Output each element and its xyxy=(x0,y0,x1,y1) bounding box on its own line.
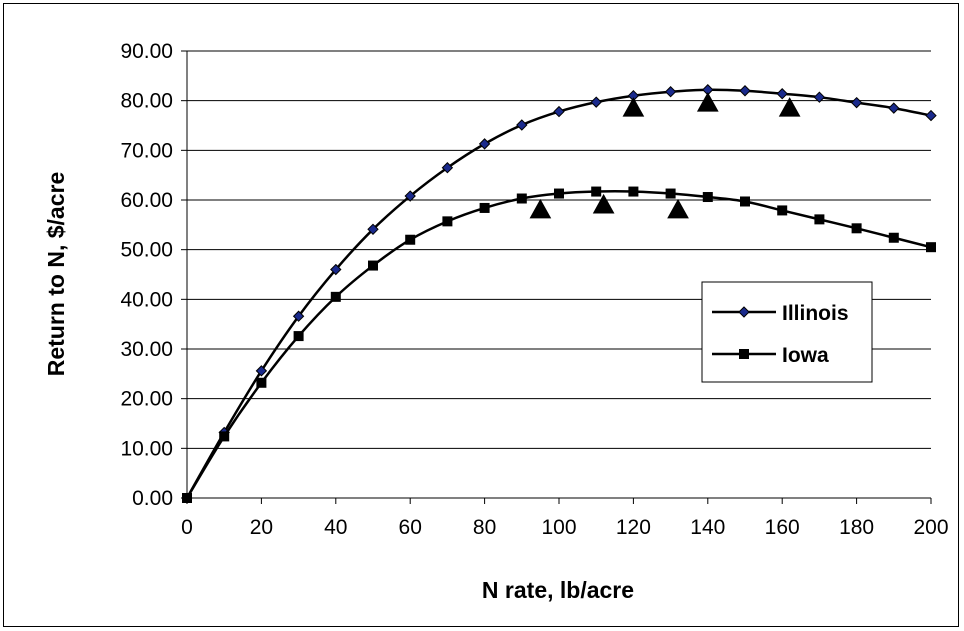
square-point xyxy=(182,493,192,503)
triangle-point xyxy=(667,198,689,219)
triangle-point xyxy=(696,92,719,112)
diamond-point xyxy=(367,223,379,236)
y-tick-label: 50.00 xyxy=(120,239,173,262)
square-point xyxy=(516,193,527,204)
diamond-point xyxy=(516,119,528,131)
series-iowa xyxy=(182,186,936,503)
y-tick-label: 80.00 xyxy=(120,90,173,113)
y-tick-label: 20.00 xyxy=(120,388,173,411)
x-tick-label: 60 xyxy=(399,516,422,539)
square-point xyxy=(256,377,267,388)
triangle-point xyxy=(622,97,645,117)
legend: Illinois Iowa xyxy=(701,281,873,383)
diamond-point xyxy=(330,263,342,276)
square-point xyxy=(368,260,378,271)
x-tick-label: 80 xyxy=(473,516,496,539)
diamond-point xyxy=(850,96,863,109)
x-tick-label: 200 xyxy=(913,516,948,539)
square-point xyxy=(219,431,230,442)
square-point xyxy=(554,188,564,199)
diamond-point xyxy=(478,138,491,150)
x-tick-label: 160 xyxy=(765,516,800,539)
x-tick-label: 120 xyxy=(616,516,651,539)
triangle-point xyxy=(592,193,615,214)
legend-box xyxy=(701,281,873,383)
legend-label: Illinois xyxy=(782,302,849,325)
legend-marker xyxy=(739,349,749,359)
square-point xyxy=(405,234,416,245)
y-tick-labels: 0.00 10.00 20.00 30.00 40.00 50.00 60.00 70.00 8… xyxy=(120,40,173,510)
diamond-point xyxy=(776,88,788,100)
y-tick-label: 70.00 xyxy=(120,139,173,162)
diamond-point xyxy=(664,86,677,98)
square-point xyxy=(628,186,639,197)
square-point xyxy=(479,202,490,213)
x-tick-label: 180 xyxy=(839,516,874,539)
y-tick-label: 0.00 xyxy=(132,487,173,510)
square-point xyxy=(591,186,602,197)
diamond-point xyxy=(888,102,900,114)
x-tick-label: 100 xyxy=(541,516,576,539)
y-tick-label: 30.00 xyxy=(120,338,173,361)
legend-label: Iowa xyxy=(782,344,829,367)
square-point xyxy=(293,331,304,342)
square-point xyxy=(665,188,676,199)
x-tick-label: 0 xyxy=(181,516,193,539)
diamond-point xyxy=(292,310,305,322)
square-point xyxy=(888,232,899,243)
gridlines xyxy=(187,50,931,449)
x-tick-label: 20 xyxy=(250,516,273,539)
x-tick-label: 140 xyxy=(690,516,725,539)
triangle-point xyxy=(778,97,801,117)
square-point xyxy=(777,205,788,216)
diamond-point xyxy=(739,85,751,97)
square-point xyxy=(926,242,936,253)
diamond-point xyxy=(404,190,416,202)
y-tick-label: 90.00 xyxy=(120,40,173,63)
series-layer xyxy=(181,84,937,504)
square-point xyxy=(442,216,453,227)
square-point xyxy=(702,192,713,203)
diamond-point xyxy=(441,162,454,174)
y-tick-label: 10.00 xyxy=(120,437,173,460)
x-tick-label: 40 xyxy=(324,516,347,539)
diamond-point xyxy=(925,109,937,122)
square-point xyxy=(740,196,750,207)
y-tick-label: 40.00 xyxy=(120,288,173,311)
diamond-point xyxy=(813,91,826,103)
series-optimum-markers xyxy=(529,92,801,219)
x-tick-labels: 0 20 40 60 80 100 120 140 160 180 200 xyxy=(181,516,948,539)
diamond-point xyxy=(553,105,565,118)
square-point xyxy=(814,214,825,225)
x-axis-title: N rate, lb/acre xyxy=(482,577,634,603)
y-tick-label: 60.00 xyxy=(120,189,173,212)
diamond-point xyxy=(590,96,602,108)
y-axis-title: Return to N, $/acre xyxy=(43,172,69,377)
triangle-point xyxy=(529,198,552,219)
axes xyxy=(181,50,932,504)
diamond-point xyxy=(255,365,268,377)
square-point xyxy=(330,291,341,302)
legend-marker xyxy=(738,306,750,318)
square-point xyxy=(851,223,862,234)
